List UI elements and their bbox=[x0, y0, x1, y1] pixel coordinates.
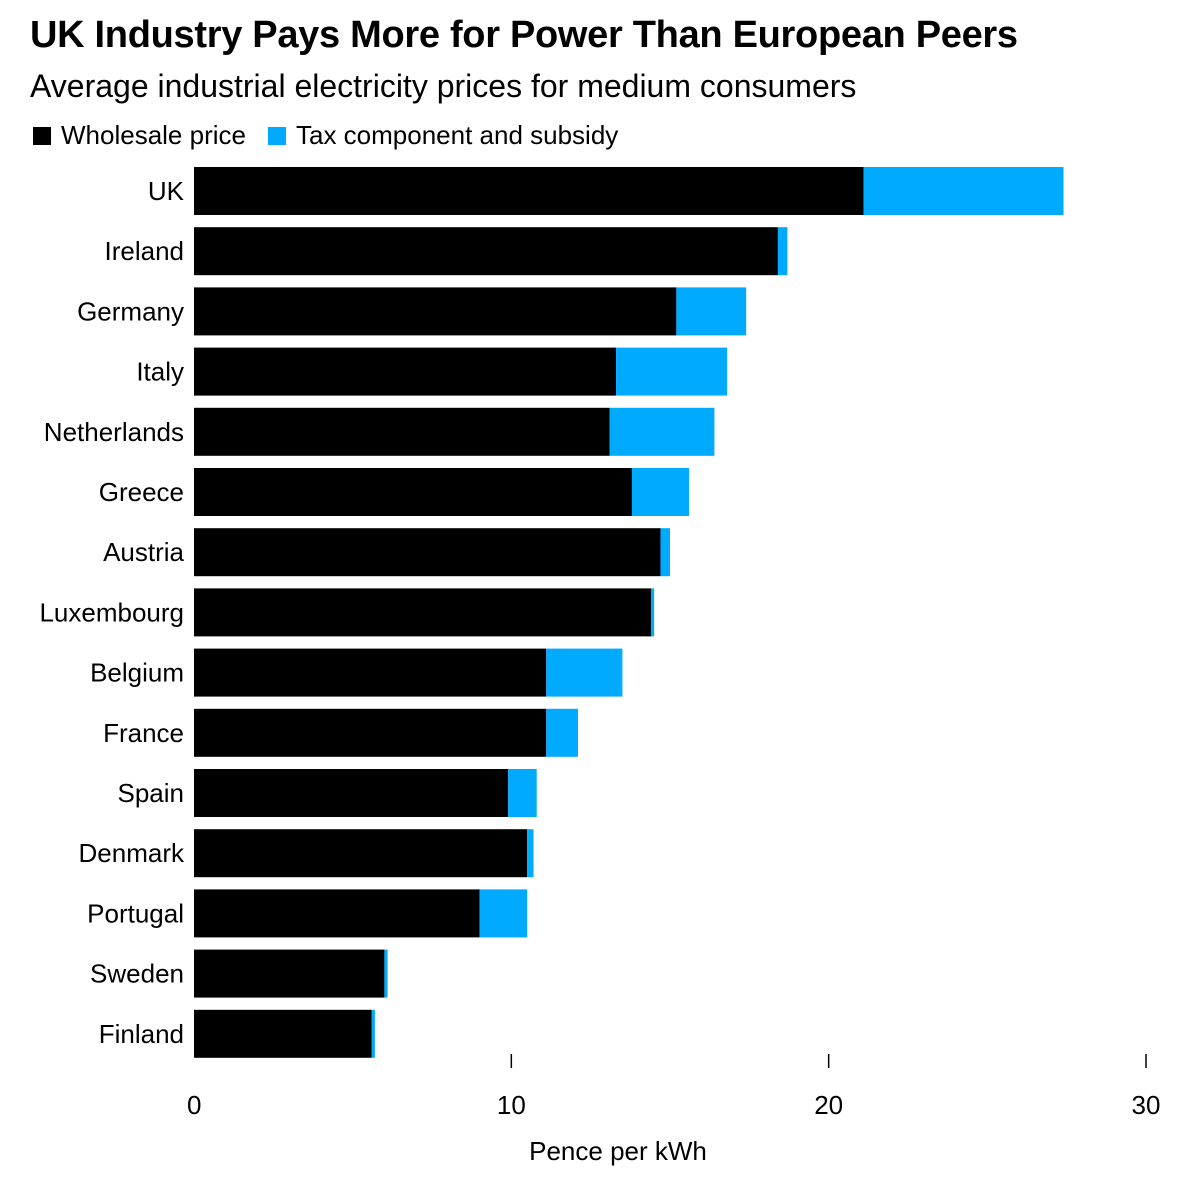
category-label-belgium: Belgium bbox=[90, 658, 184, 688]
tax-bar-belgium bbox=[546, 648, 623, 697]
wholesale-bar-spain bbox=[194, 769, 509, 817]
tax-bar-greece bbox=[631, 468, 690, 516]
x-tick-label-20: 20 bbox=[814, 1090, 843, 1120]
tax-bar-uk bbox=[863, 167, 1064, 215]
category-label-denmark: Denmark bbox=[79, 838, 185, 868]
tax-bar-austria bbox=[660, 528, 670, 577]
wholesale-bar-denmark bbox=[194, 829, 528, 878]
tax-bar-denmark bbox=[527, 829, 534, 878]
category-label-finland: Finland bbox=[99, 1019, 184, 1049]
category-label-luxembourg: Luxembourg bbox=[39, 597, 184, 627]
category-label-italy: Italy bbox=[136, 357, 184, 387]
wholesale-bar-sweden bbox=[194, 949, 385, 998]
category-label-portugal: Portugal bbox=[87, 898, 184, 928]
legend-label-tax: Tax component and subsidy bbox=[295, 120, 619, 150]
tax-bar-sweden bbox=[384, 949, 388, 998]
category-label-germany: Germany bbox=[77, 296, 184, 326]
legend: Wholesale price Tax component and subsid… bbox=[33, 120, 640, 151]
wholesale-bar-uk bbox=[194, 167, 864, 215]
legend-item-wholesale: Wholesale price bbox=[33, 120, 246, 151]
legend-item-tax: Tax component and subsidy bbox=[267, 120, 619, 151]
category-label-sweden: Sweden bbox=[90, 959, 184, 989]
legend-label-wholesale: Wholesale price bbox=[61, 120, 246, 150]
x-tick-label-30: 30 bbox=[1132, 1090, 1161, 1120]
category-label-austria: Austria bbox=[103, 537, 184, 567]
wholesale-bar-italy bbox=[194, 347, 617, 396]
chart-title: UK Industry Pays More for Power Than Eur… bbox=[30, 14, 1018, 56]
tax-bar-italy bbox=[616, 347, 728, 396]
category-label-netherlands: Netherlands bbox=[44, 417, 184, 447]
legend-swatch-tax bbox=[267, 126, 286, 145]
wholesale-bar-germany bbox=[194, 287, 677, 336]
wholesale-bar-greece bbox=[194, 468, 632, 516]
tax-bar-portugal bbox=[479, 889, 528, 938]
category-label-ireland: Ireland bbox=[105, 236, 185, 266]
wholesale-bar-netherlands bbox=[194, 407, 610, 456]
wholesale-bar-luxembourg bbox=[194, 588, 651, 637]
tax-bar-spain bbox=[508, 769, 537, 817]
category-label-uk: UK bbox=[148, 176, 185, 206]
chart-subtitle: Average industrial electricity prices fo… bbox=[30, 68, 857, 104]
x-axis-label: Pence per kWh bbox=[529, 1136, 707, 1166]
wholesale-bar-finland bbox=[194, 1009, 372, 1058]
wholesale-bar-france bbox=[194, 708, 547, 757]
category-label-france: France bbox=[103, 718, 184, 748]
wholesale-bar-austria bbox=[194, 528, 661, 577]
tax-bar-ireland bbox=[777, 227, 788, 276]
wholesale-bar-portugal bbox=[194, 889, 480, 938]
tax-bar-luxembourg bbox=[650, 588, 655, 637]
legend-swatch-wholesale bbox=[33, 126, 51, 145]
category-label-spain: Spain bbox=[118, 778, 185, 808]
category-label-greece: Greece bbox=[99, 477, 184, 507]
wholesale-bar-belgium bbox=[194, 648, 547, 697]
tax-bar-france bbox=[546, 708, 578, 757]
wholesale-bar-ireland bbox=[194, 227, 778, 276]
tax-bar-germany bbox=[676, 287, 747, 336]
x-tick-label-0: 0 bbox=[187, 1090, 201, 1120]
tax-bar-netherlands bbox=[609, 407, 715, 456]
tax-bar-finland bbox=[371, 1009, 375, 1058]
x-tick-label-10: 10 bbox=[497, 1090, 526, 1120]
